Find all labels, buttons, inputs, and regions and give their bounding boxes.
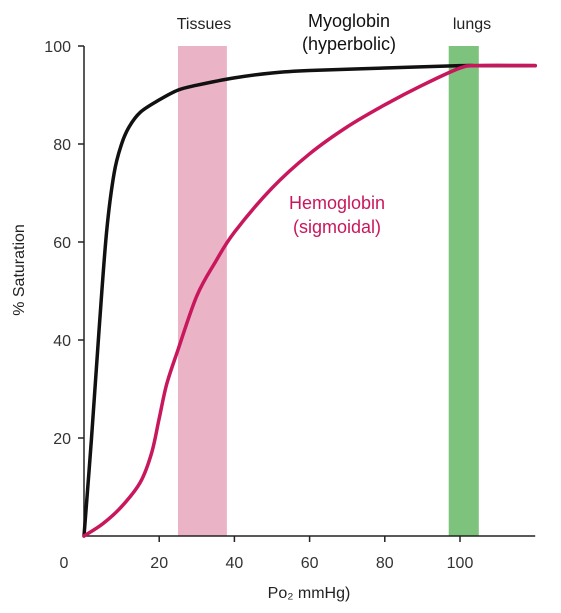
myoglobin-label: Myoglobin: [308, 11, 390, 31]
region-band-tissues: [178, 46, 227, 536]
regions-layer: [178, 46, 479, 536]
x-tick-label: 20: [150, 555, 168, 572]
y-tick-label: 60: [53, 235, 71, 252]
x-tick-label: 0: [60, 555, 69, 572]
y-tick-label: 40: [53, 333, 71, 350]
ticks-layer: 20 40 60 80 100 0 20 40 60 80 100: [44, 39, 473, 572]
hemoglobin-label-type: (sigmoidal): [293, 217, 381, 237]
x-tick-label: 40: [226, 555, 244, 572]
band-label-tissues: Tissues: [177, 16, 232, 33]
myoglobin-curve: [82, 63, 537, 538]
y-tick-label: 80: [53, 137, 71, 154]
y-axis-title: % Saturation: [11, 224, 28, 316]
region-band-lungs: [448, 46, 479, 536]
x-tick-label: 100: [447, 555, 474, 572]
x-tick-label: 80: [376, 555, 394, 572]
band-label-lungs: lungs: [453, 16, 491, 33]
x-axis-title: Po₂ mmHg): [268, 585, 351, 602]
hemoglobin-label: Hemoglobin: [289, 193, 385, 213]
y-tick-label: 100: [44, 39, 71, 56]
myoglobin-label-type: (hyperbolic): [302, 34, 396, 54]
hemoglobin-curve: [82, 63, 537, 538]
y-tick-label: 20: [53, 431, 71, 448]
x-tick-label: 60: [301, 555, 319, 572]
series-layer: [82, 63, 537, 538]
